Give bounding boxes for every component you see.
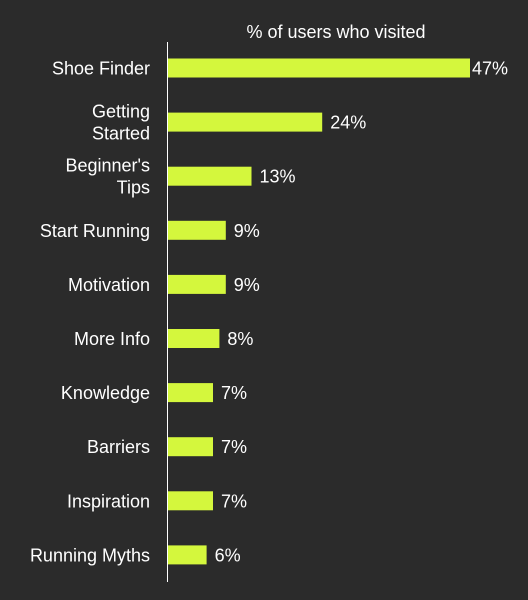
value-label: 9%	[234, 275, 260, 295]
category-label: Getting Started	[92, 102, 150, 144]
value-label: 8%	[227, 329, 253, 349]
category-label: Inspiration	[67, 491, 150, 511]
bar	[168, 58, 470, 78]
value-label: 13%	[260, 167, 296, 187]
value-label: 7%	[221, 437, 247, 457]
bar	[168, 491, 213, 511]
category-label: Knowledge	[61, 383, 150, 403]
value-label: 7%	[221, 491, 247, 511]
category-label: Motivation	[68, 275, 150, 295]
bar	[168, 437, 213, 457]
bar-group: 47% Shoe Finder 24% Getting Started 13% Beginn…	[30, 58, 508, 565]
bar	[168, 545, 207, 565]
bar	[168, 329, 220, 348]
value-label: 6%	[215, 545, 241, 565]
value-label: 24%	[330, 113, 366, 133]
category-label: Shoe Finder	[52, 59, 150, 79]
category-label: Beginner's Tips	[66, 156, 151, 198]
value-label: 9%	[234, 221, 260, 241]
value-label: 7%	[221, 383, 247, 403]
bar	[168, 274, 226, 294]
category-label: Barriers	[87, 437, 150, 457]
value-label: 47%	[472, 59, 508, 79]
bar	[168, 166, 252, 186]
bar	[168, 383, 213, 403]
bar	[168, 112, 323, 132]
category-label: Start Running	[40, 221, 150, 241]
chart-title: % of users who visited	[246, 22, 425, 42]
bar	[168, 220, 226, 240]
category-label: More Info	[74, 329, 150, 349]
category-label: Running Myths	[30, 545, 150, 565]
